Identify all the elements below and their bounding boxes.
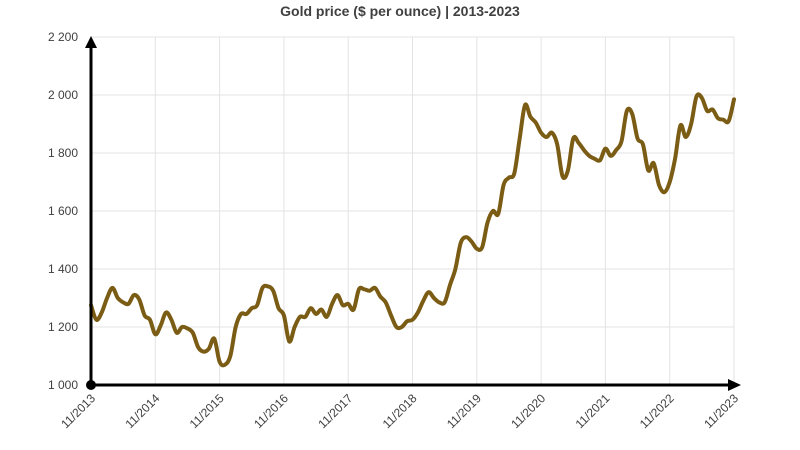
- y-axis-arrow-icon: [85, 36, 97, 48]
- x-axis-arrow-icon: [728, 379, 741, 391]
- series-layer: [89, 92, 736, 368]
- y-tick-label: 2 200: [48, 30, 78, 44]
- x-tick-label: 11/2016: [251, 391, 291, 431]
- y-axis-tick-labels: 1 000 1 200 1 400 1 600 1 800 2 000 2 200: [48, 30, 78, 392]
- x-tick-label: 11/2017: [315, 391, 355, 431]
- axis-origin-dot: [86, 380, 96, 390]
- y-tick-label: 1 800: [48, 146, 78, 160]
- y-tick-label: 2 000: [48, 88, 78, 102]
- gold-price-series-line: [89, 92, 736, 368]
- y-tick-label: 1 200: [48, 320, 78, 334]
- x-tick-label: 11/2020: [508, 391, 548, 431]
- x-axis-tick-labels: 11/2013 11/2014 11/2015 11/2016 11/2017 11/20…: [58, 391, 741, 431]
- x-tick-label: 11/2022: [637, 391, 677, 431]
- x-tick-label: 11/2019: [444, 391, 484, 431]
- axes: [85, 36, 741, 391]
- x-tick-label: 11/2023: [701, 391, 741, 431]
- y-tick-label: 1 600: [48, 204, 78, 218]
- y-tick-label: 1 400: [48, 262, 78, 276]
- chart-title: Gold price ($ per ounce) | 2013-2023: [280, 3, 520, 19]
- x-tick-label: 11/2013: [58, 391, 98, 431]
- x-tick-label: 11/2015: [187, 391, 227, 431]
- x-tick-label: 11/2018: [380, 391, 420, 431]
- x-tick-label: 11/2014: [122, 391, 162, 431]
- x-tick-label: 11/2021: [573, 391, 613, 431]
- y-tick-label: 1 000: [48, 378, 78, 392]
- grid-lines: [91, 36, 735, 385]
